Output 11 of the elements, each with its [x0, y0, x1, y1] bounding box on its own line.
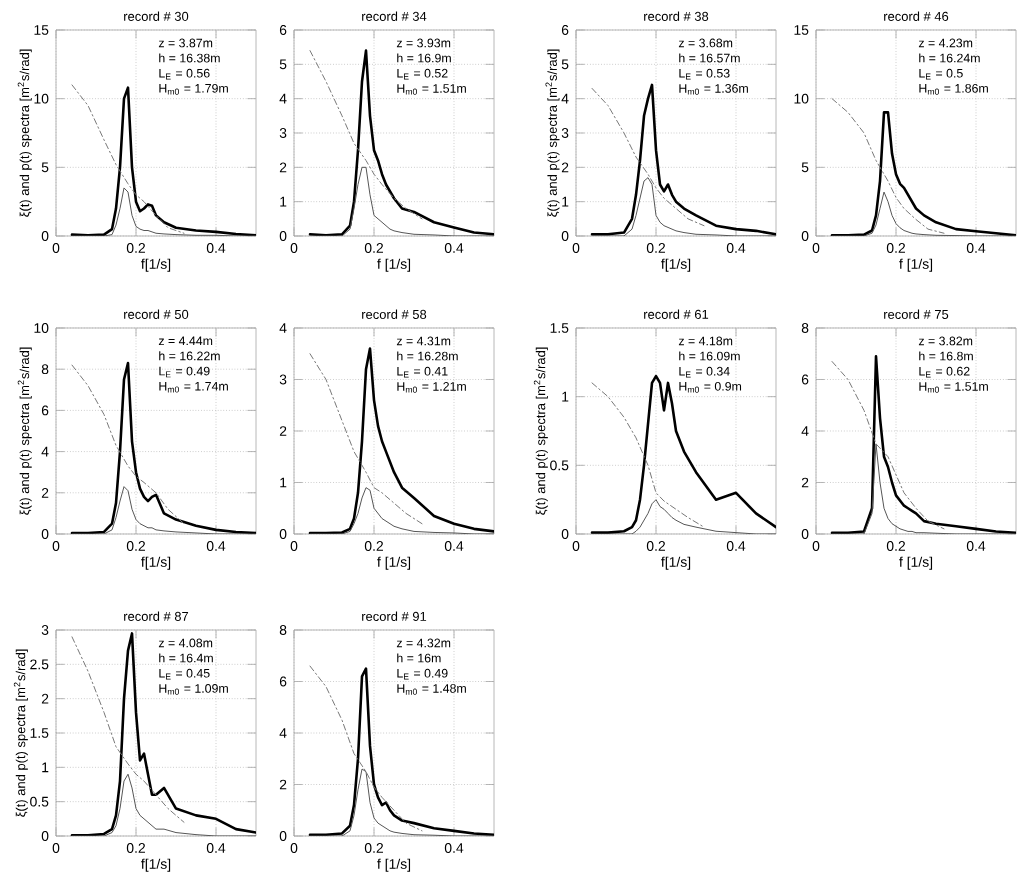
- line-series: [70, 361, 256, 534]
- line-series: [71, 364, 185, 525]
- line-series: [590, 374, 776, 534]
- line-series: [71, 84, 185, 234]
- line-series: [590, 83, 777, 236]
- line-series: [70, 632, 256, 836]
- line-series: [831, 98, 945, 234]
- line-series: [308, 667, 494, 836]
- line-series: [70, 86, 256, 236]
- line-series: [591, 87, 705, 227]
- line-series: [591, 382, 705, 528]
